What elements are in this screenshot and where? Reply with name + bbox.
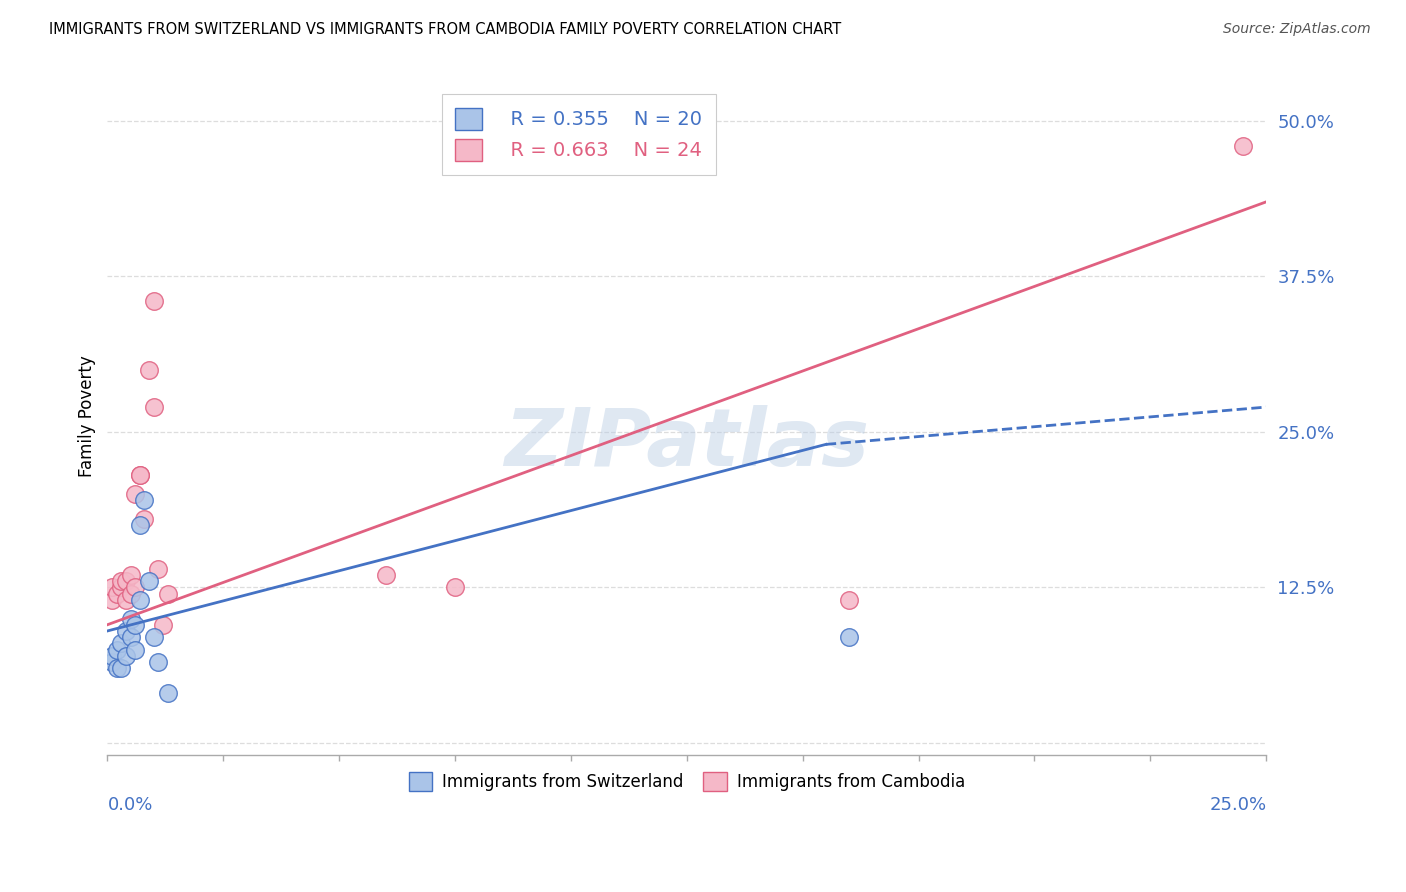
Point xyxy=(152,617,174,632)
Point xyxy=(128,518,150,533)
Point xyxy=(120,630,142,644)
Point xyxy=(134,512,156,526)
Point xyxy=(128,592,150,607)
Point xyxy=(115,624,138,638)
Point xyxy=(120,611,142,625)
Y-axis label: Family Poverty: Family Poverty xyxy=(79,356,96,477)
Point xyxy=(115,574,138,589)
Point xyxy=(128,468,150,483)
Point xyxy=(838,630,860,644)
Point xyxy=(115,592,138,607)
Point xyxy=(105,587,128,601)
Point xyxy=(110,581,132,595)
Point xyxy=(115,648,138,663)
Legend: Immigrants from Switzerland, Immigrants from Cambodia: Immigrants from Switzerland, Immigrants … xyxy=(402,765,972,797)
Point xyxy=(374,568,396,582)
Point xyxy=(156,587,179,601)
Point xyxy=(110,636,132,650)
Text: IMMIGRANTS FROM SWITZERLAND VS IMMIGRANTS FROM CAMBODIA FAMILY POVERTY CORRELATI: IMMIGRANTS FROM SWITZERLAND VS IMMIGRANT… xyxy=(49,22,841,37)
Point xyxy=(110,661,132,675)
Point xyxy=(142,400,165,414)
Point xyxy=(128,468,150,483)
Text: 0.0%: 0.0% xyxy=(107,796,153,814)
Point xyxy=(138,363,160,377)
Point xyxy=(142,630,165,644)
Point xyxy=(124,617,146,632)
Point xyxy=(120,587,142,601)
Point xyxy=(444,581,467,595)
Point xyxy=(138,574,160,589)
Point xyxy=(105,642,128,657)
Point xyxy=(124,642,146,657)
Point xyxy=(124,581,146,595)
Point xyxy=(101,592,124,607)
Point xyxy=(105,661,128,675)
Point xyxy=(1232,139,1254,153)
Point xyxy=(110,574,132,589)
Point xyxy=(148,562,170,576)
Point xyxy=(101,655,124,669)
Point xyxy=(156,686,179,700)
Text: 25.0%: 25.0% xyxy=(1209,796,1267,814)
Point xyxy=(838,592,860,607)
Text: ZIPatlas: ZIPatlas xyxy=(505,404,869,483)
Point xyxy=(142,294,165,309)
Point xyxy=(124,487,146,501)
Point xyxy=(120,568,142,582)
Point xyxy=(148,655,170,669)
Point xyxy=(101,648,124,663)
Point xyxy=(101,581,124,595)
Text: Source: ZipAtlas.com: Source: ZipAtlas.com xyxy=(1223,22,1371,37)
Point xyxy=(134,493,156,508)
